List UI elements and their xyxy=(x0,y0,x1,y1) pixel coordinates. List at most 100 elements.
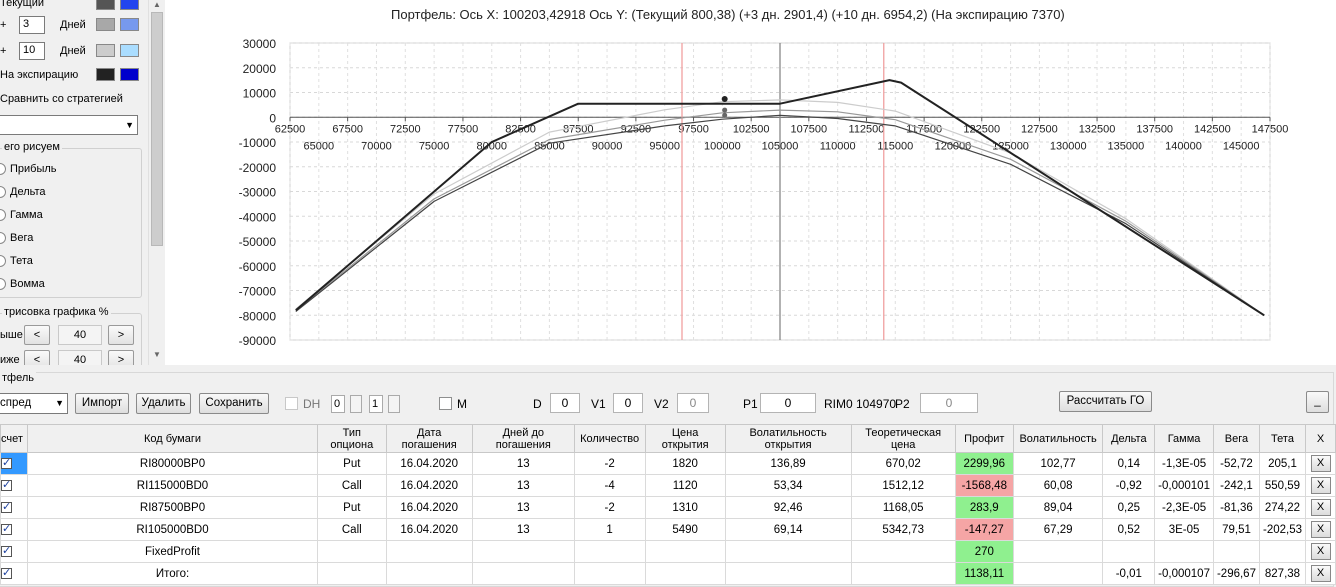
compare-strategy-select[interactable]: ▼ xyxy=(0,115,138,135)
v2-field[interactable]: 0 xyxy=(677,393,709,413)
m-checkbox[interactable] xyxy=(439,397,452,410)
higher-decrease-button[interactable]: < xyxy=(24,325,50,345)
p2-field[interactable]: 0 xyxy=(920,393,978,413)
dh-checkbox[interactable] xyxy=(285,397,298,410)
header-open-price[interactable]: Цена открытия xyxy=(644,424,726,453)
current-point-marker xyxy=(721,96,728,103)
plus3-alt-color-swatch[interactable] xyxy=(120,18,139,31)
table-cell: -52,72 xyxy=(1212,452,1260,475)
header-days[interactable]: Дней до погашения xyxy=(471,424,575,453)
row-checkbox[interactable] xyxy=(1,566,12,579)
y-tick-label: -80000 xyxy=(239,309,277,323)
row-delete-button[interactable]: X xyxy=(1310,543,1331,560)
header-expiry[interactable]: Дата погашения xyxy=(385,424,473,453)
p1-field[interactable]: 0 xyxy=(760,393,816,413)
chart-area[interactable]: Портфель: Ось X: 100203,42918 Ось Y: (Те… xyxy=(165,0,1336,365)
row-delete-button[interactable]: X xyxy=(1310,565,1331,582)
header-qty[interactable]: Количество xyxy=(573,424,646,453)
table-row[interactable]: Итого: 1138,11 -0,01-0,000107-296,67827,38… xyxy=(0,562,1336,585)
header-profit[interactable]: Профит xyxy=(954,424,1014,453)
table-cell xyxy=(644,562,726,585)
days-plus-input-1[interactable]: 3 xyxy=(19,16,45,34)
spin-2-arrows[interactable] xyxy=(388,395,400,413)
left-panel-scrollbar[interactable]: ▲ ▼ xyxy=(148,0,165,365)
calculate-go-button[interactable]: Рассчитать ГО xyxy=(1059,391,1152,412)
row-delete-button[interactable]: X xyxy=(1310,477,1331,494)
y-tick-label: 0 xyxy=(269,111,276,125)
d-field[interactable]: 0 xyxy=(550,393,580,413)
header-theta[interactable]: Тета xyxy=(1258,424,1307,453)
radio-gamma-label: Гамма xyxy=(10,209,43,221)
series-line xyxy=(295,79,1265,317)
row-delete-button[interactable]: X xyxy=(1310,455,1331,472)
days-label-1: Дней xyxy=(60,19,86,31)
row-checkbox-cell[interactable] xyxy=(0,452,28,475)
minimize-button[interactable]: _ xyxy=(1306,391,1329,413)
spin-2-value[interactable]: 1 xyxy=(369,395,383,413)
table-cell: 1820 xyxy=(644,452,726,475)
table-row[interactable]: RI115000BD0Call16.04.202013-4112053,3415… xyxy=(0,474,1336,497)
scroll-thumb[interactable] xyxy=(151,12,163,246)
plus10-alt-color-swatch[interactable] xyxy=(120,44,139,57)
table-cell: 670,02 xyxy=(850,452,956,475)
table-cell: 13 xyxy=(471,452,575,475)
expiration-alt-color-swatch[interactable] xyxy=(120,68,139,81)
v1-field[interactable]: 0 xyxy=(613,393,643,413)
table-row[interactable]: RI105000BD0Call16.04.2020131549069,14534… xyxy=(0,518,1336,541)
row-checkbox-cell[interactable] xyxy=(0,540,28,563)
row-delete-button[interactable]: X xyxy=(1310,521,1331,538)
row-checkbox-cell[interactable] xyxy=(0,562,28,585)
row-checkbox[interactable] xyxy=(1,500,12,513)
table-row[interactable]: RI80000BP0Put16.04.202013-21820136,89670… xyxy=(0,452,1336,475)
delete-button[interactable]: Удалить xyxy=(136,393,191,414)
days-plus-input-2[interactable]: 10 xyxy=(19,42,45,60)
y-tick-label: 10000 xyxy=(243,87,277,101)
current-color-swatch[interactable] xyxy=(96,0,115,10)
chart-header: Портфель: Ось X: 100203,42918 Ось Y: (Те… xyxy=(391,7,1065,22)
header-type[interactable]: Тип опциона xyxy=(317,424,387,453)
row-checkbox[interactable] xyxy=(1,522,12,535)
table-row[interactable]: FixedProfit 270 X xyxy=(0,540,1336,563)
header-gamma[interactable]: Гамма xyxy=(1154,424,1214,453)
row-checkbox[interactable] xyxy=(1,456,12,469)
table-cell: 274,22 xyxy=(1258,496,1307,519)
import-button[interactable]: Импорт xyxy=(75,393,129,414)
save-button[interactable]: Сохранить xyxy=(199,393,269,414)
x-tick-label: 72500 xyxy=(390,123,421,135)
payoff-chart[interactable]: 3000020000100000-10000-20000-30000-40000… xyxy=(165,0,1336,365)
row-checkbox[interactable] xyxy=(1,544,12,557)
spin-1-arrows[interactable] xyxy=(350,395,362,413)
row-delete-button[interactable]: X xyxy=(1310,499,1331,516)
lower-increase-button[interactable]: > xyxy=(108,350,134,365)
header-delta[interactable]: Дельта xyxy=(1102,424,1156,453)
higher-increase-button[interactable]: > xyxy=(108,325,134,345)
header-theor-price[interactable]: Теоретическая цена xyxy=(850,424,956,453)
plus10-color-swatch[interactable] xyxy=(96,44,115,57)
header-code[interactable]: Код бумаги xyxy=(26,424,319,453)
header-open-vol[interactable]: Волатильность открытия xyxy=(724,424,852,453)
row-checkbox-cell[interactable] xyxy=(0,474,28,497)
row-checkbox-cell[interactable] xyxy=(0,496,28,519)
expiration-color-swatch[interactable] xyxy=(96,68,115,81)
chevron-down-icon: ▼ xyxy=(125,120,134,130)
header-check[interactable]: счет xyxy=(0,424,28,453)
y-tick-label: -10000 xyxy=(239,136,277,150)
header-vega[interactable]: Вега xyxy=(1212,424,1260,453)
row-checkbox[interactable] xyxy=(1,478,12,491)
lower-decrease-button[interactable]: < xyxy=(24,350,50,365)
scroll-up-icon[interactable]: ▲ xyxy=(153,0,161,9)
header-x[interactable]: X xyxy=(1305,424,1336,453)
table-cell xyxy=(724,562,852,585)
strategy-select[interactable]: спред ▼ xyxy=(0,393,68,414)
spin-1-value[interactable]: 0 xyxy=(331,395,345,413)
current-alt-color-swatch[interactable] xyxy=(120,0,139,10)
row-checkbox-cell[interactable] xyxy=(0,518,28,541)
scroll-down-icon[interactable]: ▼ xyxy=(153,350,161,359)
table-row[interactable]: RI87500BP0Put16.04.202013-2131092,461168… xyxy=(0,496,1336,519)
table-cell: -2 xyxy=(573,496,646,519)
x-tick-label: 87500 xyxy=(563,123,594,135)
table-cell: 69,14 xyxy=(724,518,852,541)
header-vol[interactable]: Волатильность xyxy=(1012,424,1104,453)
plus3-color-swatch[interactable] xyxy=(96,18,115,31)
x-tick-label: 100000 xyxy=(704,140,741,152)
